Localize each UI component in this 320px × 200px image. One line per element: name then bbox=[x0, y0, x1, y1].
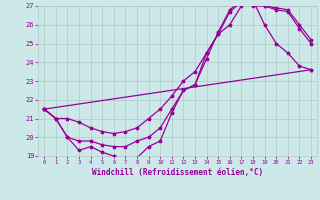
X-axis label: Windchill (Refroidissement éolien,°C): Windchill (Refroidissement éolien,°C) bbox=[92, 168, 263, 177]
